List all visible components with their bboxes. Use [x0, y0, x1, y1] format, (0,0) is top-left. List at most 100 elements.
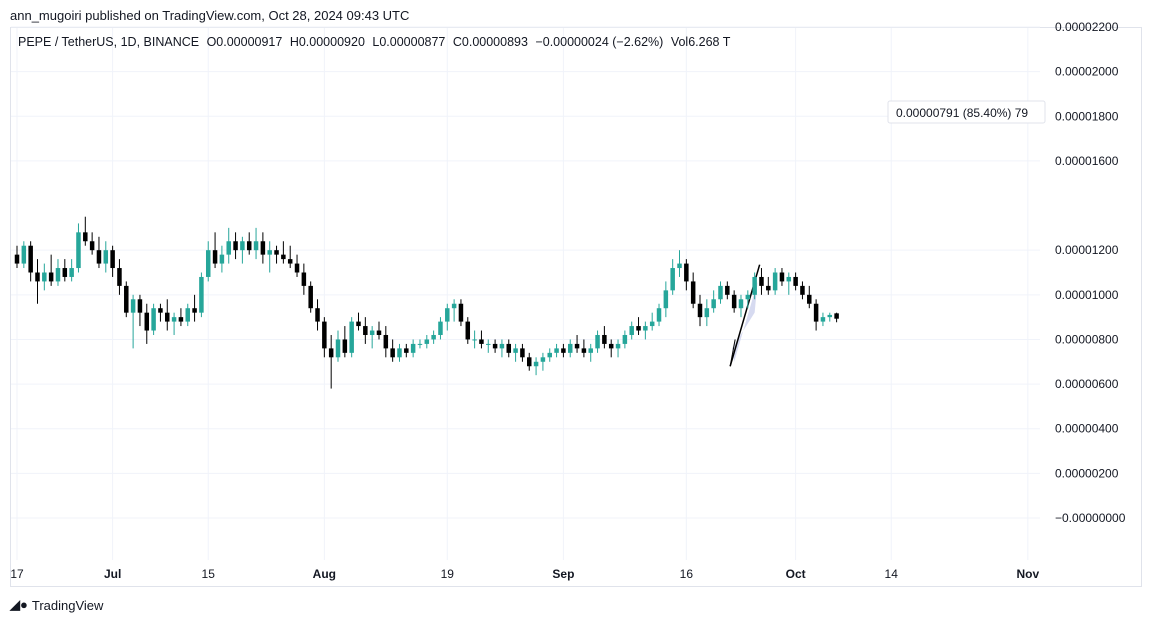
candle-body	[581, 348, 587, 353]
candle-body	[35, 272, 40, 282]
candle-body	[718, 285, 723, 300]
candle-body	[492, 343, 498, 349]
time-tick-label: 15	[202, 567, 216, 581]
candle-body	[165, 312, 170, 322]
candle-body	[274, 250, 279, 255]
candle-body	[697, 303, 703, 318]
candle-body	[137, 299, 143, 313]
candle-body	[185, 308, 190, 322]
candle-body	[506, 343, 512, 353]
price-axis: 0.00002200 0.00002000 0.00001800 0.00001600…	[1055, 20, 1126, 525]
candle-body	[219, 254, 225, 264]
candle-body	[479, 339, 484, 344]
price-tick-label: 0.00002000	[1055, 65, 1119, 79]
time-tick-label: Oct	[786, 567, 806, 581]
legend-open: O0.00000917	[206, 35, 283, 49]
candle-body	[376, 330, 382, 335]
candle-body	[103, 250, 109, 264]
candle-body	[445, 308, 450, 322]
candle-body	[567, 343, 573, 353]
candle-body	[335, 339, 341, 358]
price-tick-label: 0.00000200	[1055, 466, 1119, 480]
candle-body	[322, 321, 327, 349]
candle-body	[417, 343, 423, 345]
candle-body	[554, 348, 559, 353]
candle-body	[834, 313, 839, 319]
candle-body	[451, 303, 457, 309]
candle-body	[76, 232, 81, 269]
candle-body	[588, 348, 593, 353]
candle-body	[827, 314, 833, 318]
candle-body	[656, 308, 662, 322]
candles	[14, 216, 839, 389]
candle-body	[533, 361, 539, 367]
candle-body	[752, 276, 757, 295]
candle-body	[21, 245, 27, 264]
legend-close: C0.00000893	[452, 35, 528, 49]
candle-body	[315, 308, 320, 322]
candle-body	[240, 241, 245, 251]
price-tick-label: −0.00000000	[1055, 511, 1126, 525]
candle-body	[117, 268, 122, 286]
candle-body	[369, 330, 375, 335]
candle-body	[813, 303, 819, 322]
price-tick-label: 0.00001800	[1055, 109, 1119, 123]
candle-body	[636, 326, 641, 331]
candle-body	[356, 321, 361, 327]
legend-low: L0.00000877	[372, 35, 446, 49]
candle-body	[28, 245, 33, 273]
candle-body	[383, 334, 389, 349]
time-axis: 17 Jul 15 Aug 19 Sep 16 Oct 14 Nov	[10, 567, 1039, 581]
time-tick-label: Nov	[1017, 567, 1040, 581]
ohlc-legend: PEPE / TetherUS, 1D, BINANCE O0.00000917…	[18, 35, 734, 49]
candle-body	[308, 285, 313, 309]
candle-body	[89, 241, 95, 251]
price-tick-label: 0.00000400	[1055, 422, 1119, 436]
price-tick-label: 0.00001000	[1055, 288, 1119, 302]
candle-body	[711, 299, 716, 309]
candle-body	[608, 343, 614, 349]
candle-body	[178, 317, 184, 322]
price-tick-label: 0.00002200	[1055, 20, 1119, 34]
candle-body	[759, 276, 764, 286]
candle-body	[486, 343, 491, 345]
candle-body	[130, 299, 136, 313]
candle-body	[260, 241, 266, 255]
candle-body	[779, 272, 785, 282]
candle-body	[738, 299, 744, 309]
time-tick-label: 19	[441, 567, 455, 581]
legend-high: H0.00000920	[289, 35, 365, 49]
candle-body	[793, 276, 798, 286]
tradingview-logo[interactable]: ◢● TradingView	[10, 597, 103, 613]
candle-body	[287, 259, 293, 264]
chart-grid	[11, 26, 1040, 560]
candle-body	[438, 321, 443, 335]
legend-change: −0.00000024 (−2.62%)	[535, 35, 664, 49]
candle-body	[595, 334, 600, 349]
candle-body	[171, 317, 177, 322]
candle-body	[424, 339, 430, 344]
candle-body	[62, 268, 68, 277]
candle-body	[786, 276, 792, 282]
candle-body	[349, 321, 354, 353]
candle-body	[342, 339, 348, 353]
time-tick-label: 14	[885, 567, 899, 581]
candle-body	[772, 272, 778, 291]
candle-body	[807, 294, 812, 304]
candle-body	[684, 263, 689, 282]
candle-body	[363, 326, 368, 335]
price-tick-label: 0.00000800	[1055, 332, 1119, 346]
candle-body	[397, 348, 402, 358]
tradingview-logo-icon: ◢●	[10, 597, 28, 612]
tradingview-brand: TradingView	[31, 597, 104, 613]
candle-body	[472, 339, 477, 341]
candle-body	[649, 321, 655, 327]
candle-body	[281, 254, 286, 260]
time-tick-label: Sep	[552, 567, 574, 581]
price-tick-label: 0.00000600	[1055, 377, 1119, 391]
projection-label: 0.00000791 (85.40%) 79	[896, 106, 1028, 120]
candle-body	[499, 343, 505, 349]
projection-arrow: 0.00000791 (85.40%) 79	[887, 100, 1046, 124]
legend-volume: Vol6.268 T	[670, 35, 731, 49]
